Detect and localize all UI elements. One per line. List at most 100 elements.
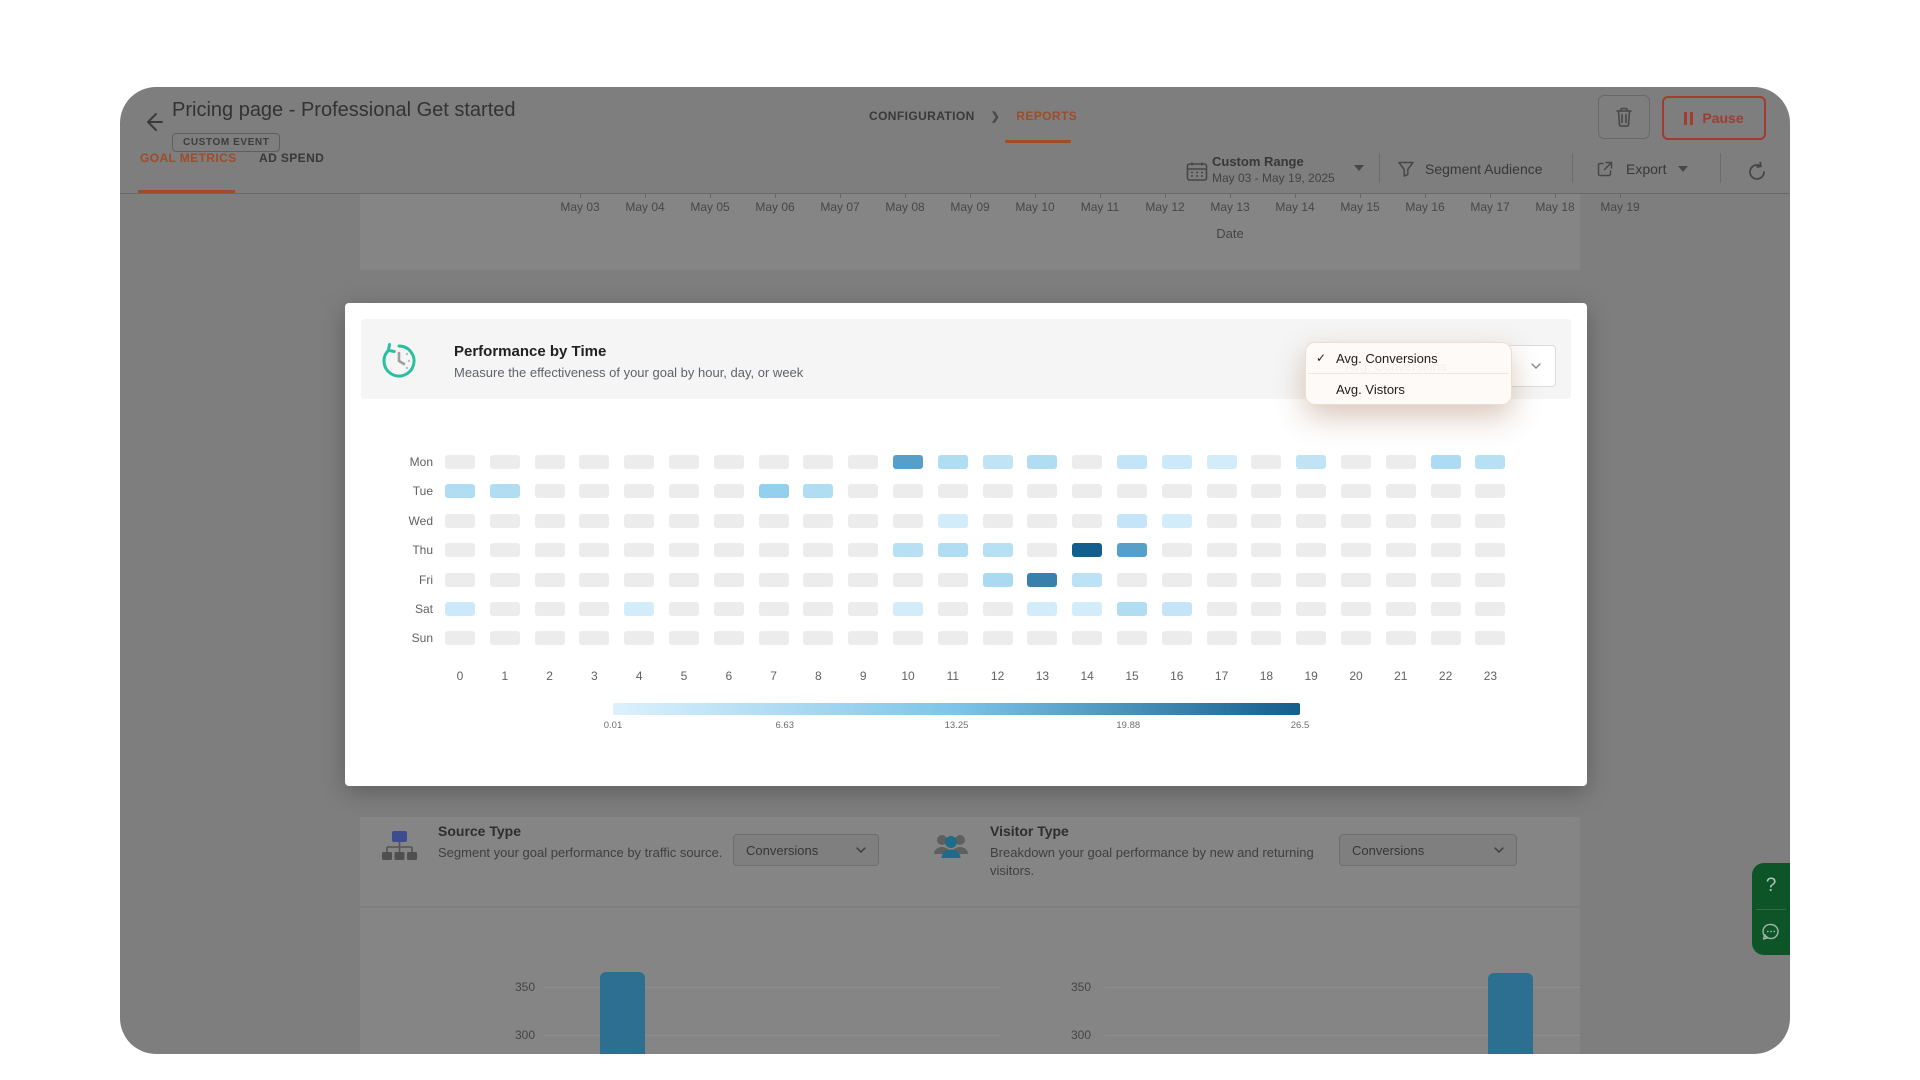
heatmap-cell[interactable] [803,631,834,646]
heatmap-cell[interactable] [1117,543,1147,558]
heatmap-cell[interactable] [445,543,475,558]
heatmap-cell[interactable] [1385,513,1416,528]
heatmap-cell[interactable] [1296,455,1327,469]
heatmap-cell[interactable] [1206,602,1237,616]
heatmap-cell[interactable] [1161,455,1192,469]
heatmap-cell[interactable] [1430,455,1461,469]
heatmap-cell[interactable] [1206,513,1237,528]
menu-item-avg-conversions[interactable]: ✓ Avg. Conversions [1306,343,1511,373]
heatmap-cell[interactable] [1027,513,1058,528]
heatmap-cell[interactable] [758,484,789,499]
heatmap-cell[interactable] [1117,484,1147,499]
heatmap-cell[interactable] [1385,543,1416,558]
heatmap-cell[interactable] [624,484,655,499]
heatmap-cell[interactable] [1385,484,1416,499]
heatmap-cell[interactable] [1161,513,1192,528]
heatmap-cell[interactable] [1161,631,1192,646]
heatmap-cell[interactable] [1206,484,1237,499]
heatmap-cell[interactable] [713,513,744,528]
heatmap-cell[interactable] [893,513,923,528]
heatmap-cell[interactable] [1385,455,1416,469]
heatmap-cell[interactable] [803,484,834,499]
heatmap-cell[interactable] [624,543,655,558]
heatmap-cell[interactable] [489,455,520,469]
heatmap-cell[interactable] [848,602,879,616]
heatmap-cell[interactable] [1206,543,1237,558]
heatmap-cell[interactable] [937,602,968,616]
heatmap-cell[interactable] [579,543,610,558]
heatmap-cell[interactable] [1251,543,1282,558]
heatmap-cell[interactable] [489,543,520,558]
segment-audience-button[interactable]: Segment Audience [1397,160,1543,178]
heatmap-cell[interactable] [534,543,565,558]
heatmap-cell[interactable] [982,631,1013,646]
heatmap-cell[interactable] [1341,484,1371,499]
heatmap-cell[interactable] [803,455,834,469]
heatmap-cell[interactable] [713,455,744,469]
heatmap-cell[interactable] [1161,572,1192,587]
heatmap-cell[interactable] [848,631,879,646]
help-button[interactable]: ? [1752,863,1790,909]
heatmap-cell[interactable] [937,484,968,499]
heatmap-cell[interactable] [1475,631,1506,646]
heatmap-cell[interactable] [1027,455,1058,469]
heatmap-cell[interactable] [713,484,744,499]
heatmap-cell[interactable] [893,543,923,558]
heatmap-cell[interactable] [1251,631,1282,646]
heatmap-cell[interactable] [848,484,879,499]
heatmap-cell[interactable] [1341,631,1371,646]
heatmap-cell[interactable] [1341,455,1371,469]
heatmap-cell[interactable] [445,484,475,499]
heatmap-cell[interactable] [713,543,744,558]
heatmap-cell[interactable] [1475,455,1506,469]
heatmap-cell[interactable] [1385,631,1416,646]
heatmap-cell[interactable] [1430,572,1461,587]
delete-goal-button[interactable] [1598,95,1650,139]
heatmap-cell[interactable] [758,602,789,616]
heatmap-cell[interactable] [893,631,923,646]
heatmap-cell[interactable] [624,572,655,587]
heatmap-cell[interactable] [1341,602,1371,616]
tab-goal-metrics[interactable]: GOAL METRICS [140,151,237,165]
heatmap-cell[interactable] [937,572,968,587]
heatmap-cell[interactable] [893,455,923,469]
heatmap-cell[interactable] [1430,484,1461,499]
heatmap-cell[interactable] [937,543,968,558]
heatmap-cell[interactable] [1251,602,1282,616]
heatmap-cell[interactable] [1027,484,1058,499]
heatmap-cell[interactable] [848,455,879,469]
heatmap-cell[interactable] [1341,572,1371,587]
heatmap-cell[interactable] [1072,572,1103,587]
heatmap-cell[interactable] [1475,602,1506,616]
heatmap-cell[interactable] [534,513,565,528]
heatmap-cell[interactable] [758,543,789,558]
heatmap-cell[interactable] [982,543,1013,558]
heatmap-cell[interactable] [579,602,610,616]
heatmap-cell[interactable] [1341,543,1371,558]
heatmap-cell[interactable] [1251,572,1282,587]
heatmap-cell[interactable] [445,455,475,469]
heatmap-cell[interactable] [1072,455,1103,469]
heatmap-cell[interactable] [1027,602,1058,616]
heatmap-cell[interactable] [579,572,610,587]
heatmap-cell[interactable] [534,602,565,616]
heatmap-cell[interactable] [1117,513,1147,528]
heatmap-cell[interactable] [758,513,789,528]
heatmap-cell[interactable] [1117,455,1147,469]
heatmap-cell[interactable] [1027,631,1058,646]
visitor-type-metric-select[interactable]: Conversions [1339,834,1517,866]
heatmap-cell[interactable] [893,572,923,587]
heatmap-cell[interactable] [1206,455,1237,469]
heatmap-cell[interactable] [1161,543,1192,558]
heatmap-cell[interactable] [1475,484,1506,499]
heatmap-cell[interactable] [445,572,475,587]
breadcrumb-configuration[interactable]: CONFIGURATION [869,109,975,123]
heatmap-cell[interactable] [445,513,475,528]
heatmap-cell[interactable] [489,572,520,587]
heatmap-cell[interactable] [1206,572,1237,587]
heatmap-cell[interactable] [579,455,610,469]
heatmap-cell[interactable] [534,631,565,646]
heatmap-cell[interactable] [1475,572,1506,587]
heatmap-cell[interactable] [893,602,923,616]
heatmap-cell[interactable] [982,484,1013,499]
